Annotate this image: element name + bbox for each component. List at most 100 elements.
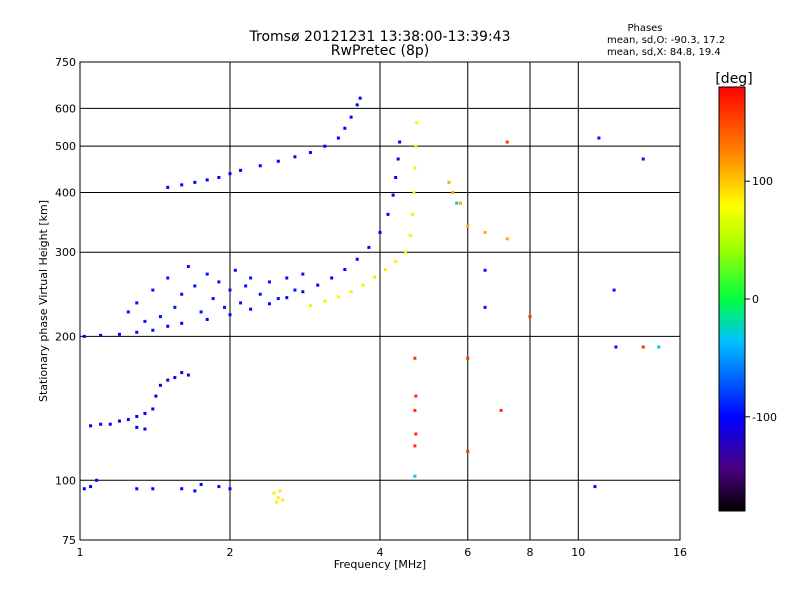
data-point: [228, 288, 232, 292]
data-point: [278, 489, 282, 493]
x-tick-label: 8: [527, 546, 534, 559]
data-point: [166, 185, 170, 189]
data-point: [180, 487, 184, 491]
data-point: [151, 407, 155, 411]
data-point: [151, 288, 155, 292]
data-point: [166, 378, 170, 382]
data-point: [383, 268, 387, 272]
data-point: [483, 230, 487, 234]
data-point: [276, 297, 280, 301]
stats-heading: Phases: [627, 23, 662, 34]
data-point: [343, 126, 347, 130]
data-point: [158, 315, 162, 319]
data-point: [135, 414, 139, 418]
stats-line-x: mean, sd,X: 84.8, 19.4: [607, 47, 721, 58]
x-tick-label: 16: [673, 546, 687, 559]
data-point: [82, 487, 86, 491]
x-axis: 1 2 4 6 8 10 16: [77, 546, 688, 559]
data-point: [403, 250, 407, 254]
data-point: [281, 498, 285, 502]
data-point: [193, 180, 197, 184]
x-axis-label: Frequency [MHz]: [334, 558, 426, 571]
data-point: [211, 297, 215, 301]
data-point: [412, 190, 416, 194]
data-point: [458, 201, 462, 205]
data-point: [151, 487, 155, 491]
data-points: [82, 96, 661, 504]
x-tick-label: 1: [77, 546, 84, 559]
data-point: [308, 304, 312, 308]
data-point: [180, 371, 184, 375]
data-point: [267, 280, 271, 284]
data-point: [135, 425, 139, 429]
plot-frame: [79, 61, 681, 541]
data-point: [205, 178, 209, 182]
data-point: [301, 290, 305, 294]
data-point: [499, 408, 503, 412]
data-point: [301, 272, 305, 276]
data-point: [466, 224, 470, 228]
data-point: [82, 334, 86, 338]
data-point: [276, 159, 280, 163]
data-point: [451, 190, 455, 194]
data-point: [323, 299, 327, 303]
data-point: [99, 422, 103, 426]
data-point: [285, 296, 289, 300]
data-point: [193, 489, 197, 493]
data-point: [239, 168, 243, 172]
data-point: [414, 432, 418, 436]
data-point: [199, 310, 203, 314]
colorbar-tick-label: 100: [752, 175, 773, 188]
data-point: [612, 288, 616, 292]
data-point: [641, 345, 645, 349]
data-point: [228, 487, 232, 491]
y-tick-label: 500: [55, 140, 76, 153]
data-point: [413, 444, 417, 448]
colorbar-tick-label: -100: [752, 411, 777, 424]
data-point: [151, 328, 155, 332]
data-point: [233, 268, 237, 272]
data-point: [143, 319, 147, 323]
chart-title: Tromsø 20121231 13:38:00-13:39:43: [249, 29, 511, 45]
data-point: [126, 310, 130, 314]
data-point: [173, 305, 177, 309]
data-point: [275, 500, 279, 504]
data-point: [398, 140, 402, 144]
data-point: [343, 268, 347, 272]
data-point: [217, 175, 221, 179]
data-point: [355, 103, 359, 107]
data-point: [154, 394, 158, 398]
data-point: [336, 295, 340, 299]
x-tick-label: 6: [464, 546, 471, 559]
data-point: [223, 305, 227, 309]
data-point: [228, 313, 232, 317]
y-tick-label: 600: [55, 102, 76, 115]
x-tick-label: 4: [377, 546, 384, 559]
data-point: [361, 283, 365, 287]
data-point: [180, 183, 184, 187]
data-point: [391, 193, 395, 197]
y-axis: 75 100 200 300 400 500 600 750: [55, 56, 76, 547]
data-point: [349, 290, 353, 294]
colorbar-label: [deg]: [715, 71, 752, 87]
data-point: [528, 315, 532, 319]
data-point: [135, 301, 139, 305]
data-point: [413, 356, 417, 360]
data-point: [358, 96, 362, 100]
data-point: [657, 345, 661, 349]
data-point: [641, 157, 645, 161]
data-point: [483, 305, 487, 309]
data-point: [272, 491, 276, 495]
data-point: [199, 482, 203, 486]
data-point: [355, 257, 359, 261]
grid-lines: [80, 62, 680, 540]
data-point: [249, 276, 253, 280]
data-point: [258, 164, 262, 168]
y-axis-label: Stationary phase Virtual Height [km]: [37, 200, 50, 402]
data-point: [158, 383, 162, 387]
data-point: [205, 272, 209, 276]
data-point: [593, 485, 597, 489]
data-point: [336, 136, 340, 140]
data-point: [143, 411, 147, 415]
